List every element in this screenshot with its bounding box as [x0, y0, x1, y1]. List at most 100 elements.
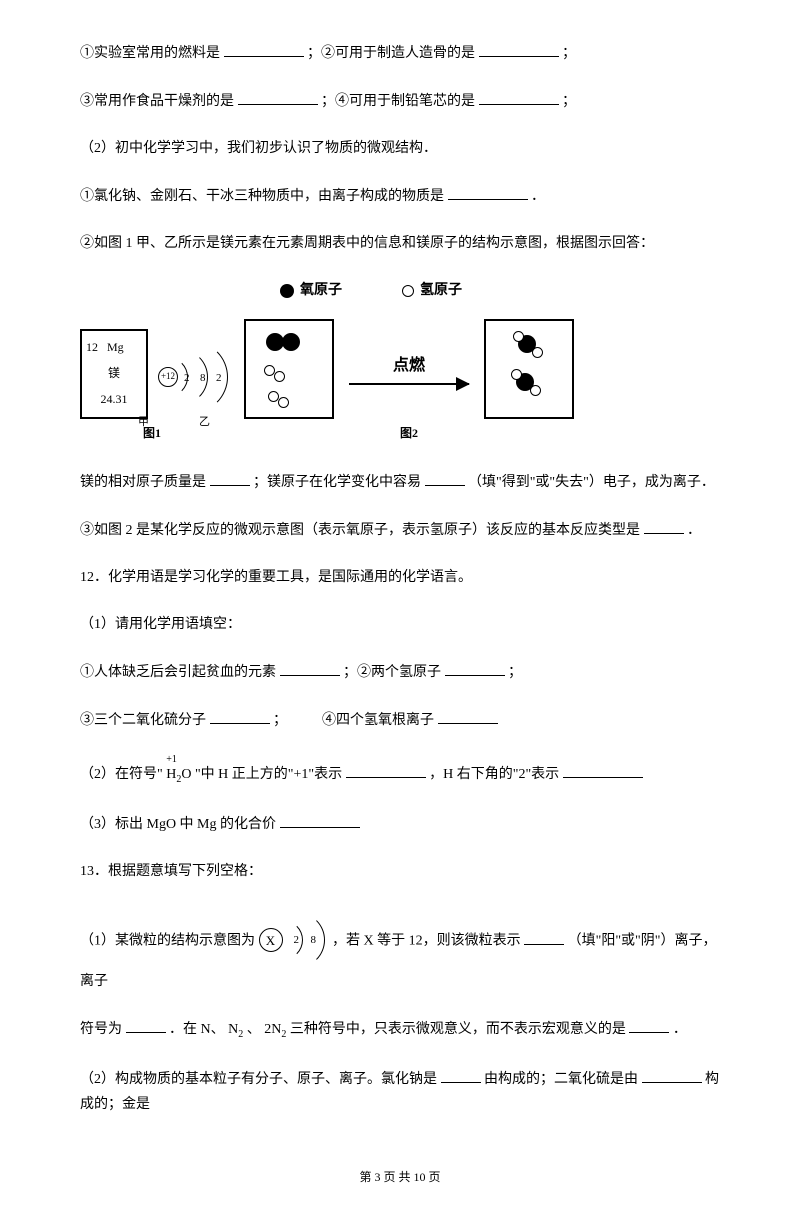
- q12-1-line2: ③三个二氧化硫分子 ； ④四个氢氧根离子: [80, 707, 720, 733]
- figure-1: 12 Mg 镁 24.31 +12 2 8 2 甲 乙 图1: [80, 329, 224, 445]
- text: ．在 N、: [169, 1022, 225, 1037]
- legend-label: 氧原子: [300, 278, 342, 303]
- blank: [441, 1066, 481, 1083]
- blank: [642, 1066, 702, 1083]
- q13-intro: 13．根据题意填写下列空格：: [80, 859, 720, 884]
- blank: [346, 761, 426, 778]
- blank: [126, 1016, 166, 1033]
- blank: [448, 183, 528, 200]
- arrow-label: 点燃: [393, 352, 425, 381]
- text: （2）构成物质的基本粒子有分子、原子、离子。氯化钠是: [80, 1072, 437, 1087]
- blank: [280, 659, 340, 676]
- q12-3: （3）标出 MgO 中 Mg 的化合价: [80, 811, 720, 837]
- sublabel-yi: 乙: [199, 413, 210, 433]
- figure-label: 图2: [400, 423, 418, 445]
- blank: [524, 928, 564, 945]
- q12-intro: 12．化学用语是学习化学的重要工具，是国际通用的化学语言。: [80, 565, 720, 590]
- n2-formula: N2: [228, 1022, 243, 1037]
- h-atom: [274, 371, 285, 382]
- text: ；: [508, 665, 522, 680]
- reaction-diagram: 点燃: [244, 319, 574, 419]
- q12-1-line1: ①人体缺乏后会引起贫血的元素 ；②两个氢原子 ；: [80, 659, 720, 685]
- x-electron-shell-diagram: X 2 8: [259, 914, 329, 969]
- q13-1: （1）某微粒的结构示意图为 X 2 8 ，若 X 等于 12，则该微粒表示 （填…: [80, 914, 720, 994]
- element-symbol: Mg: [107, 340, 124, 354]
- text: ；: [562, 46, 576, 61]
- text: （2）在符号": [80, 767, 163, 782]
- oxygen-atom-icon: [280, 284, 294, 298]
- h-symbol: H: [166, 767, 176, 782]
- blank: [210, 469, 250, 486]
- arrow-line-icon: [349, 383, 469, 385]
- text: 由构成的；二氧化硫是由: [484, 1072, 638, 1087]
- 2n2-formula: 2N2: [264, 1022, 286, 1037]
- text: （1）某微粒的结构示意图为: [80, 934, 255, 949]
- shell-electron-count: 8: [311, 931, 317, 951]
- blank: [438, 707, 498, 724]
- element-name: 镁: [108, 363, 120, 385]
- text: ；: [273, 713, 287, 728]
- figure-2: 点燃 图2: [244, 319, 574, 445]
- text: ，若 X 等于 12，则该微粒表示: [332, 934, 521, 949]
- text: ①人体缺乏后会引起贫血的元素: [80, 665, 276, 680]
- q2-3: 镁的相对原子质量是 ；镁原子在化学变化中容易 （填"得到"或"失去"）电子，成为…: [80, 469, 720, 495]
- legend: 氧原子 氢原子: [280, 278, 720, 303]
- text: ①氯化钠、金刚石、干冰三种物质中，由离子构成的物质是: [80, 189, 444, 204]
- legend-hydrogen: 氢原子: [402, 278, 462, 303]
- q2-2: ②如图 1 甲、乙所示是镁元素在元素周期表中的信息和镁原子的结构示意图，根据图示…: [80, 231, 720, 256]
- legend-oxygen: 氧原子: [280, 278, 342, 303]
- o-atom: [282, 333, 300, 351]
- text: 镁的相对原子质量是: [80, 475, 206, 490]
- blank: [445, 659, 505, 676]
- blank: [563, 761, 643, 778]
- blank: [479, 40, 559, 57]
- blank: [238, 88, 318, 105]
- atomic-mass: 24.31: [101, 389, 128, 411]
- shell-electron-count: 8: [200, 369, 206, 389]
- text: ④四个氢氧根离子: [322, 713, 434, 728]
- text: ③三个二氧化硫分子: [80, 713, 206, 728]
- legend-label: 氢原子: [420, 278, 462, 303]
- blank: [479, 88, 559, 105]
- text: ③常用作食品干燥剂的是: [80, 94, 234, 109]
- q2-intro: （2）初中化学学习中，我们初步认识了物质的微观结构．: [80, 136, 720, 161]
- h-atom: [513, 331, 524, 342]
- hydrogen-atom-icon: [402, 285, 414, 297]
- text: ；②可用于制造人造骨的是: [307, 46, 475, 61]
- text: 符号为: [80, 1022, 122, 1037]
- text: ；: [562, 94, 576, 109]
- h-atom: [532, 347, 543, 358]
- superscript: +1: [166, 751, 177, 769]
- text: 三种符号中，只表示微观意义，而不表示宏观意义的是: [290, 1022, 626, 1037]
- text: ，H 右下角的"2"表示: [429, 767, 559, 782]
- q12-2: （2）在符号" +1 H2O "中 H 正上方的"+1"表示 ，H 右下角的"2…: [80, 761, 720, 789]
- text: ．: [687, 523, 701, 538]
- reactants-box: [244, 319, 334, 419]
- figure-row: 12 Mg 镁 24.31 +12 2 8 2 甲 乙 图1: [80, 319, 720, 445]
- text: ；镁原子在化学变化中容易: [253, 475, 421, 490]
- text: ；④可用于制铅笔芯的是: [321, 94, 475, 109]
- blank: [425, 469, 465, 486]
- shell-electron-count: 2: [216, 369, 222, 389]
- h2o-formula: +1 H2O: [166, 762, 191, 789]
- text: 、: [247, 1022, 261, 1037]
- text: （3）标出 MgO 中 Mg 的化合价: [80, 817, 276, 832]
- text: ；②两个氢原子: [343, 665, 441, 680]
- q1-line2: ③常用作食品干燥剂的是 ；④可用于制铅笔芯的是 ；: [80, 88, 720, 114]
- atomic-number: 12: [86, 340, 98, 354]
- q2-1: ①氯化钠、金刚石、干冰三种物质中，由离子构成的物质是 ．: [80, 183, 720, 209]
- text: ③如图 2 是某化学反应的微观示意图（表示氧原子，表示氢原子）该反应的基本反应类…: [80, 523, 640, 538]
- reaction-arrow: 点燃: [344, 352, 474, 385]
- text: （填"得到"或"失去"）电子，成为离子．: [468, 475, 715, 490]
- q13-1-line2: 符号为 ．在 N、 N2 、 2N2 三种符号中，只表示微观意义，而不表示宏观意…: [80, 1016, 720, 1044]
- q12-1: （1）请用化学用语填空：: [80, 612, 720, 637]
- blank: [280, 811, 360, 828]
- figure-container: 氧原子 氢原子 12 Mg 镁 24.31 +12 2 8: [80, 278, 720, 444]
- h-atom: [278, 397, 289, 408]
- blank: [224, 40, 304, 57]
- q2-4: ③如图 2 是某化学反应的微观示意图（表示氧原子，表示氢原子）该反应的基本反应类…: [80, 517, 720, 543]
- shell-electron-count: 2: [294, 931, 300, 951]
- h-atom: [511, 369, 522, 380]
- o-symbol: O: [181, 767, 191, 782]
- h-atom: [530, 385, 541, 396]
